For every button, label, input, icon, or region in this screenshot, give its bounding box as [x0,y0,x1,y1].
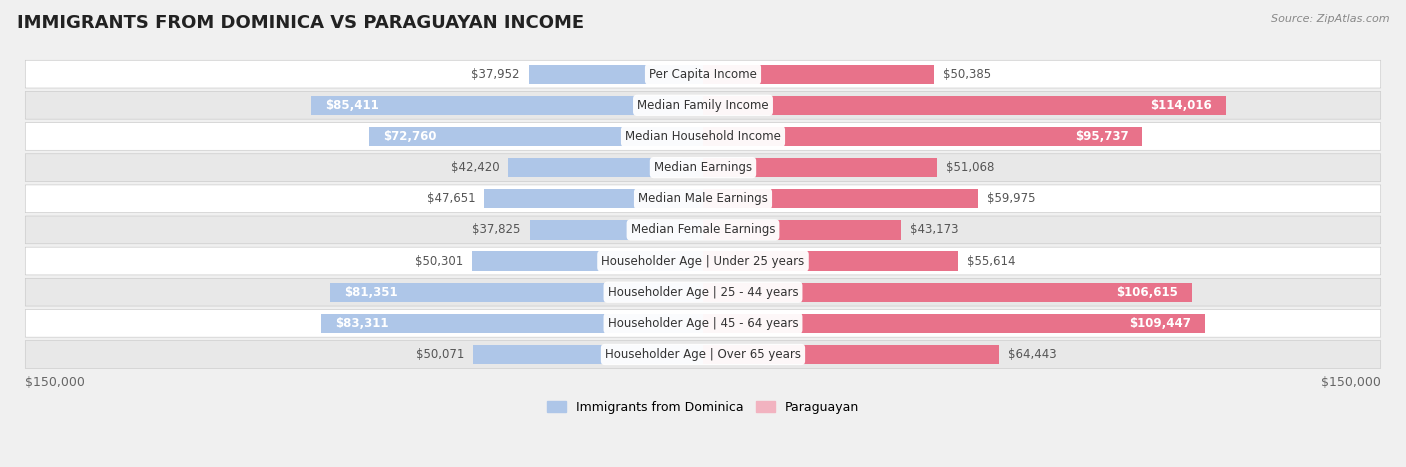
Bar [472,251,703,271]
Bar [703,127,1142,146]
Bar [703,283,1192,302]
Text: Householder Age | 25 - 44 years: Householder Age | 25 - 44 years [607,286,799,299]
Bar [485,189,703,208]
Text: $37,952: $37,952 [471,68,520,81]
Text: Median Family Income: Median Family Income [637,99,769,112]
Text: $83,311: $83,311 [335,317,388,330]
Text: $85,411: $85,411 [325,99,378,112]
Text: Householder Age | Under 25 years: Householder Age | Under 25 years [602,255,804,268]
Text: $43,173: $43,173 [910,223,959,236]
FancyBboxPatch shape [25,310,1381,337]
FancyBboxPatch shape [25,185,1381,212]
Text: Source: ZipAtlas.com: Source: ZipAtlas.com [1271,14,1389,24]
FancyBboxPatch shape [25,247,1381,275]
Text: $42,420: $42,420 [451,161,499,174]
Bar [703,64,934,84]
Bar [509,158,703,177]
Text: $95,737: $95,737 [1074,130,1129,143]
FancyBboxPatch shape [25,60,1381,88]
Text: Median Earnings: Median Earnings [654,161,752,174]
Bar [703,189,979,208]
FancyBboxPatch shape [25,278,1381,306]
FancyBboxPatch shape [25,123,1381,150]
Bar [311,96,703,115]
Text: $50,301: $50,301 [415,255,463,268]
Text: Median Female Earnings: Median Female Earnings [631,223,775,236]
Legend: Immigrants from Dominica, Paraguayan: Immigrants from Dominica, Paraguayan [543,396,863,418]
Text: $50,071: $50,071 [416,348,464,361]
FancyBboxPatch shape [25,92,1381,119]
Text: $81,351: $81,351 [343,286,398,299]
Text: $50,385: $50,385 [943,68,991,81]
Text: $72,760: $72,760 [382,130,436,143]
Text: $55,614: $55,614 [967,255,1015,268]
Bar [703,251,957,271]
Text: Per Capita Income: Per Capita Income [650,68,756,81]
Text: Householder Age | Over 65 years: Householder Age | Over 65 years [605,348,801,361]
FancyBboxPatch shape [25,216,1381,244]
Bar [529,64,703,84]
Bar [370,127,703,146]
Bar [530,220,703,240]
Bar [703,345,998,364]
Bar [703,314,1205,333]
Bar [321,314,703,333]
Bar [330,283,703,302]
Bar [703,220,901,240]
Text: Median Male Earnings: Median Male Earnings [638,192,768,205]
FancyBboxPatch shape [25,154,1381,182]
Text: $150,000: $150,000 [25,375,86,389]
Bar [703,158,938,177]
Text: $106,615: $106,615 [1116,286,1178,299]
Text: $64,443: $64,443 [1008,348,1056,361]
Text: $37,825: $37,825 [472,223,520,236]
Text: $47,651: $47,651 [426,192,475,205]
Text: $59,975: $59,975 [987,192,1036,205]
Text: $150,000: $150,000 [1320,375,1381,389]
Text: Householder Age | 45 - 64 years: Householder Age | 45 - 64 years [607,317,799,330]
Text: $109,447: $109,447 [1129,317,1191,330]
Bar [474,345,703,364]
Text: IMMIGRANTS FROM DOMINICA VS PARAGUAYAN INCOME: IMMIGRANTS FROM DOMINICA VS PARAGUAYAN I… [17,14,583,32]
FancyBboxPatch shape [25,340,1381,368]
Text: $51,068: $51,068 [946,161,995,174]
Text: Median Household Income: Median Household Income [626,130,780,143]
Bar [703,96,1226,115]
Text: $114,016: $114,016 [1150,99,1212,112]
